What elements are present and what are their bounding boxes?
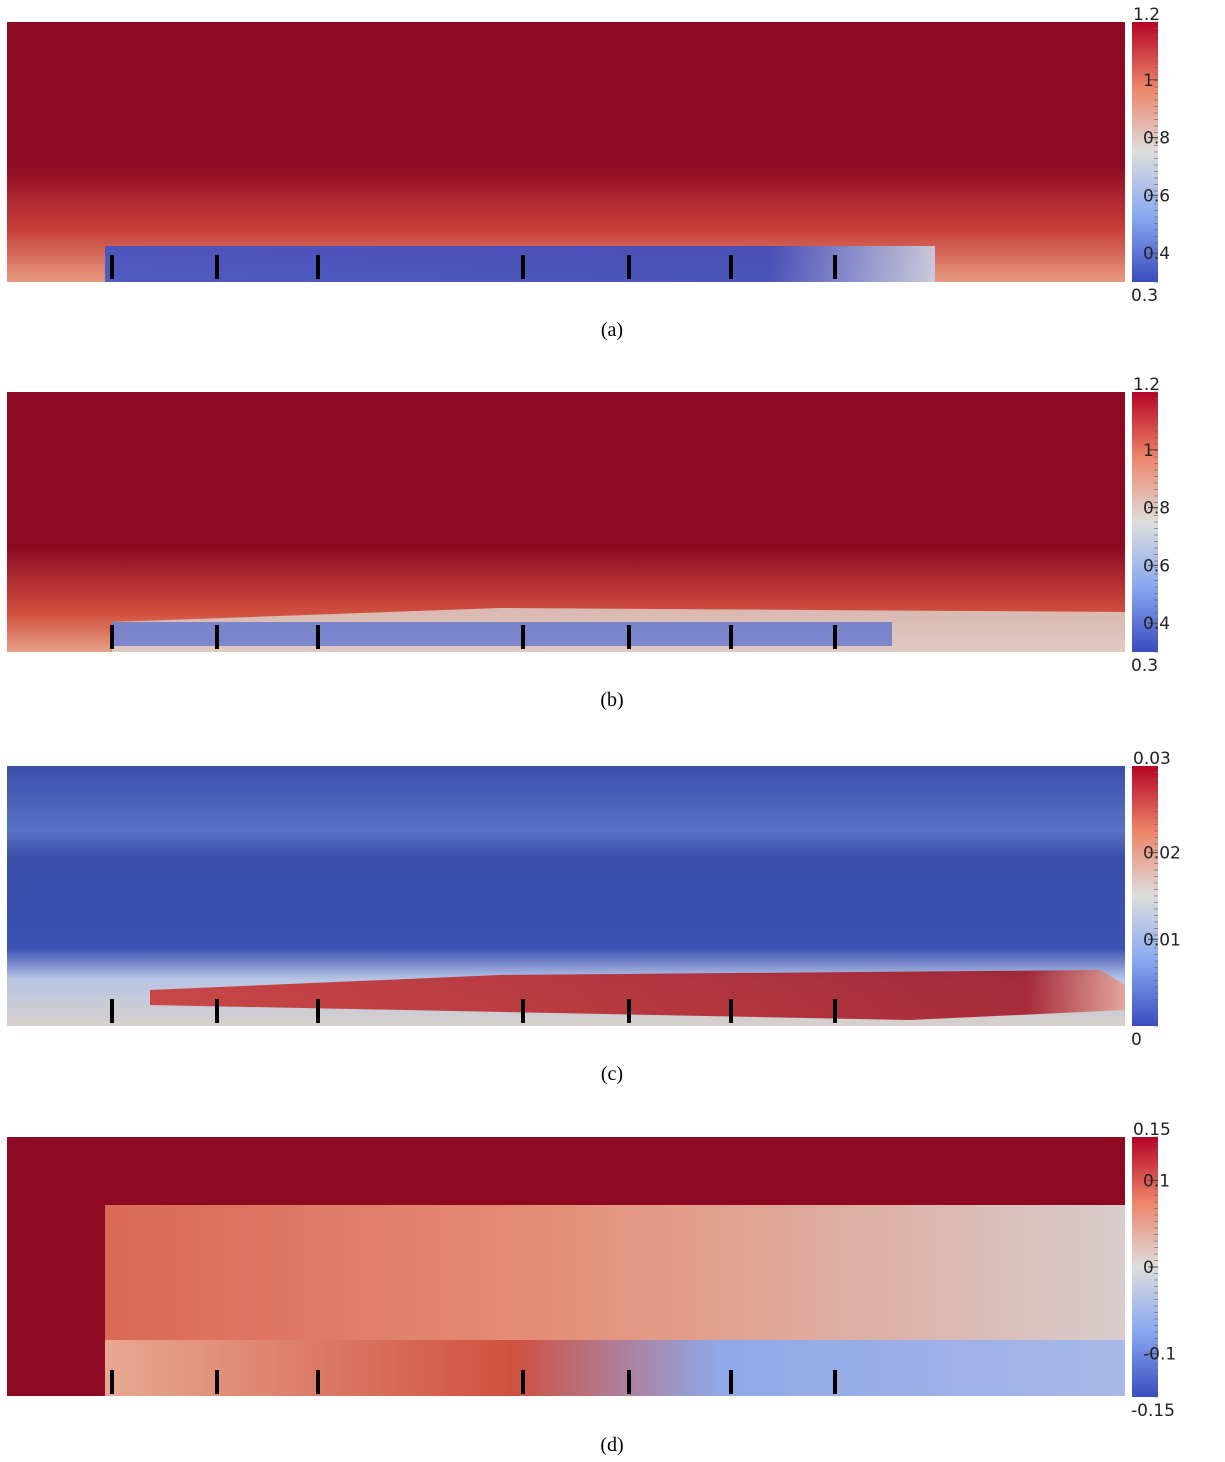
turbine: [215, 625, 219, 649]
turbine: [110, 255, 114, 279]
turbine: [110, 1370, 114, 1394]
tick-label: 0.6: [1143, 556, 1170, 576]
turbine: [627, 255, 631, 279]
turbine: [627, 999, 631, 1023]
turbine: [316, 255, 320, 279]
tick-label: -0.1: [1143, 1345, 1176, 1365]
colorbar: [1132, 766, 1158, 1026]
turbine: [316, 999, 320, 1023]
colorbar-max-label: 0.15: [1133, 1120, 1171, 1140]
tick-label: 0.1: [1143, 1171, 1170, 1191]
tick-label: 0.4: [1143, 614, 1170, 634]
tick-label: 0.8: [1143, 499, 1170, 519]
field-c: [7, 766, 1125, 1026]
colorbar: [1132, 22, 1158, 282]
tick-label: 0.6: [1143, 186, 1170, 206]
field-a: [7, 22, 1125, 282]
colorbar-max-label: 0.03: [1133, 749, 1171, 769]
tick-label: 1: [1143, 71, 1154, 91]
colorbar-min-label: 0.3: [1131, 656, 1158, 676]
turbine: [729, 1370, 733, 1394]
colorbar-min-label: 0.3: [1131, 286, 1158, 306]
turbine: [110, 625, 114, 649]
colorbar-min-label: -0.15: [1131, 1401, 1175, 1421]
turbine: [833, 1370, 837, 1394]
tick-label: 0: [1143, 1258, 1154, 1278]
turbine: [729, 625, 733, 649]
caption: (c): [601, 1063, 623, 1085]
tick-label: 0.4: [1143, 244, 1170, 264]
colorbar-max-label: 1.2: [1133, 375, 1160, 395]
colorbar: [1132, 392, 1158, 652]
tick-label: 0.02: [1143, 844, 1181, 864]
turbine: [729, 999, 733, 1023]
turbine: [215, 1370, 219, 1394]
turbine: [316, 1370, 320, 1394]
caption: (b): [600, 689, 623, 711]
tick-label: 0.8: [1143, 129, 1170, 149]
turbine: [215, 999, 219, 1023]
field-b: [7, 392, 1125, 652]
caption: (d): [600, 1434, 623, 1456]
turbine: [627, 1370, 631, 1394]
turbine: [833, 625, 837, 649]
turbine: [833, 255, 837, 279]
turbine: [729, 255, 733, 279]
turbine: [833, 999, 837, 1023]
turbine: [521, 255, 525, 279]
turbine: [521, 1370, 525, 1394]
colorbar-min-label: 0: [1131, 1030, 1142, 1050]
turbine: [316, 625, 320, 649]
colorbar-max-label: 1.2: [1133, 5, 1160, 25]
tick-label: 1: [1143, 441, 1154, 461]
turbine: [215, 255, 219, 279]
turbine: [521, 625, 525, 649]
turbine: [521, 999, 525, 1023]
turbine: [110, 999, 114, 1023]
tick-label: 0.01: [1143, 930, 1181, 950]
field-d: [7, 1137, 1125, 1396]
caption: (a): [601, 319, 623, 341]
turbine: [627, 625, 631, 649]
